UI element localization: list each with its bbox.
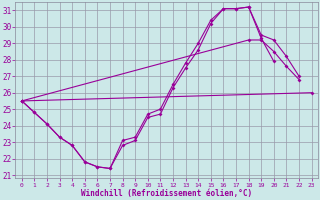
X-axis label: Windchill (Refroidissement éolien,°C): Windchill (Refroidissement éolien,°C)	[81, 189, 252, 198]
